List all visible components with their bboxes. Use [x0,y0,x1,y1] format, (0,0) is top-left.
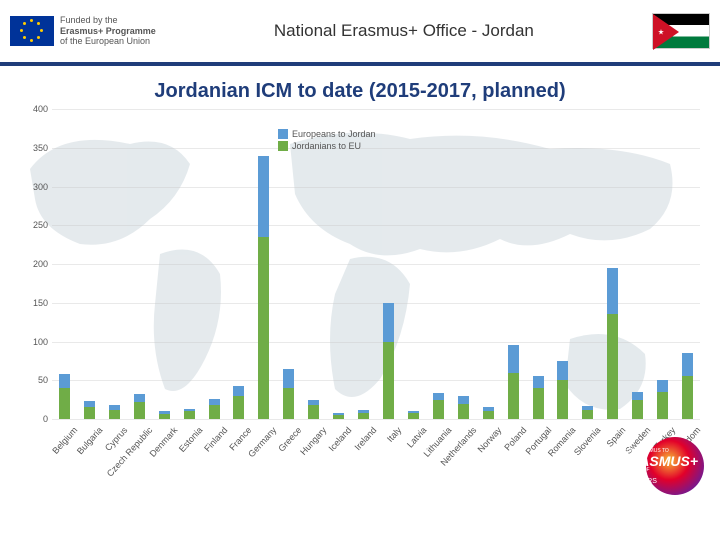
eu-flag-icon [10,16,54,46]
funded-line2: Erasmus+ Programme [60,26,156,37]
legend-item-jordanians: Jordanians to EU [278,141,376,151]
bar-segment-europeans [533,376,544,388]
bar-segment-jordanians [159,414,170,419]
bar-segment-jordanians [607,314,618,419]
bar-segment-europeans [59,374,70,388]
bar-segment-jordanians [582,410,593,419]
bar-greece [283,369,294,419]
y-tick-label: 0 [14,414,48,424]
bar-segment-jordanians [283,388,294,419]
legend-swatch [278,141,288,151]
bar-germany [258,156,269,420]
funded-line3: of the European Union [60,36,156,47]
bar-spain [607,268,618,419]
bar-poland [508,345,519,419]
bar-sweden [632,392,643,419]
bar-segment-europeans [283,369,294,388]
x-axis: BelgiumBulgariaCyprusCzech RepublicDenma… [52,421,700,499]
bar-segment-europeans [383,303,394,342]
bar-ireland [358,410,369,419]
bar-united-kingdom [682,353,693,419]
bar-bulgaria [84,401,95,419]
bar-czech-republic [134,394,145,419]
y-tick-label: 100 [14,337,48,347]
bar-portugal [533,376,544,419]
legend-label: Jordanians to EU [292,141,361,151]
bar-segment-europeans [458,396,469,404]
page-title: National Erasmus+ Office - Jordan [156,21,652,41]
bar-segment-jordanians [184,411,195,419]
y-tick-label: 400 [14,104,48,114]
chart-container: BelgiumBulgariaCyprusCzech RepublicDenma… [10,109,710,499]
chart-title: Jordanian ICM to date (2015-2017, planne… [0,66,720,109]
y-tick-label: 350 [14,143,48,153]
bar-segment-jordanians [533,388,544,419]
bar-segment-jordanians [358,413,369,419]
bar-hungary [308,400,319,419]
bar-segment-jordanians [408,413,419,419]
bar-slovenia [582,406,593,419]
bar-segment-europeans [607,268,618,315]
bar-segment-jordanians [383,342,394,420]
legend: Europeans to Jordan Jordanians to EU [278,127,376,153]
legend-label: Europeans to Jordan [292,129,376,139]
y-tick-label: 300 [14,182,48,192]
bar-segment-jordanians [458,404,469,420]
funded-line1: Funded by the [60,15,156,26]
bar-segment-jordanians [333,415,344,419]
header: Funded by the Erasmus+ Programme of the … [0,0,720,66]
bar-belgium [59,374,70,419]
bar-estonia [184,409,195,419]
bar-segment-jordanians [84,407,95,419]
bar-finland [209,399,220,419]
legend-item-europeans: Europeans to Jordan [278,129,376,139]
bar-segment-jordanians [258,237,269,419]
bar-france [233,386,244,419]
legend-swatch [278,129,288,139]
bar-italy [383,303,394,419]
bar-segment-europeans [557,361,568,380]
bar-segment-jordanians [308,405,319,419]
bars-area [52,109,700,419]
bar-segment-jordanians [682,376,693,419]
gridline [52,419,700,420]
bar-lithuania [433,393,444,419]
bar-romania [557,361,568,419]
y-tick-label: 50 [14,375,48,385]
erasmus-30years-badge: FROM ERASMUS TO ERASMUS+ A STORY OF 30YE… [612,437,704,495]
bar-segment-jordanians [557,380,568,419]
bar-denmark [159,411,170,419]
bar-segment-jordanians [134,402,145,419]
bar-segment-europeans [632,392,643,400]
bar-segment-jordanians [433,400,444,419]
bar-segment-europeans [258,156,269,237]
bar-segment-europeans [134,394,145,402]
bar-norway [483,407,494,419]
chart: BelgiumBulgariaCyprusCzech RepublicDenma… [10,109,710,499]
y-tick-label: 200 [14,259,48,269]
bar-cyprus [109,405,120,419]
y-tick-label: 250 [14,220,48,230]
bar-segment-jordanians [209,405,220,419]
bar-segment-jordanians [508,373,519,420]
bar-segment-jordanians [483,411,494,419]
bar-netherlands [458,396,469,419]
bar-segment-jordanians [657,392,668,419]
bar-segment-europeans [508,345,519,372]
bar-iceland [333,413,344,419]
bar-segment-europeans [682,353,693,376]
bar-segment-jordanians [59,388,70,419]
bar-segment-europeans [233,386,244,395]
bar-segment-jordanians [632,400,643,419]
funded-by-text: Funded by the Erasmus+ Programme of the … [60,15,156,47]
bar-turkey [657,380,668,419]
bar-latvia [408,411,419,420]
y-tick-label: 150 [14,298,48,308]
bar-segment-jordanians [109,410,120,419]
bar-segment-jordanians [233,396,244,419]
jordan-flag-icon [652,13,710,49]
bar-segment-europeans [657,380,668,392]
